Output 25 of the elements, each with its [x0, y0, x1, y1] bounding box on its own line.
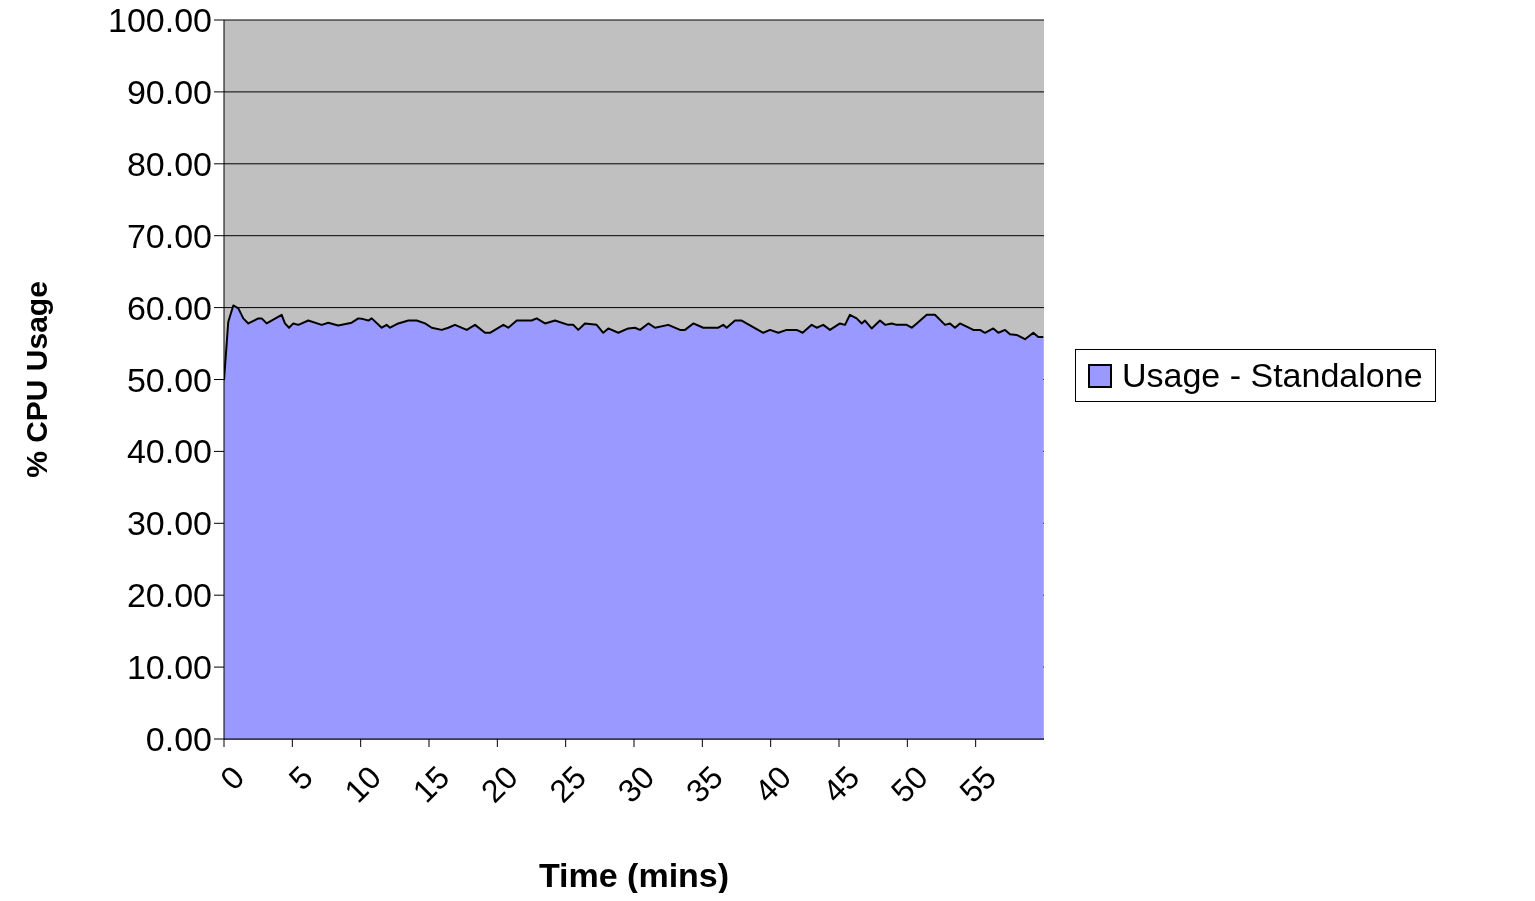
y-tick-label: 50.00	[126, 360, 212, 399]
y-tick-label: 30.00	[126, 504, 212, 543]
x-tick-label: 0	[213, 758, 252, 797]
y-tick-label: 90.00	[126, 72, 212, 111]
y-axis-title: % CPU Usage	[19, 281, 53, 478]
y-tick-label: 20.00	[126, 576, 212, 615]
x-tick-label: 55	[952, 758, 1004, 810]
y-tick-label: 10.00	[126, 648, 212, 687]
x-tick-label: 35	[679, 758, 730, 810]
x-tick-label: 15	[405, 758, 457, 810]
x-tick-label: 10	[337, 758, 389, 810]
y-tick-label: 70.00	[126, 216, 212, 255]
x-tick-label: 45	[815, 758, 867, 810]
x-tick-label: 20	[474, 758, 525, 810]
x-tick-label: 5	[281, 758, 320, 797]
y-tick-label: 60.00	[126, 288, 212, 327]
x-tick-label: 40	[747, 758, 799, 810]
x-tick-label: 25	[542, 758, 594, 810]
y-tick-label: 40.00	[126, 432, 212, 471]
y-tick-label: 80.00	[126, 144, 212, 183]
legend-label: Usage - Standalone	[1122, 356, 1423, 395]
x-tick-label: 30	[610, 758, 662, 810]
y-tick-label: 100.00	[108, 1, 212, 40]
y-tick-label: 0.00	[145, 720, 212, 759]
x-tick-label: 50	[884, 758, 935, 810]
